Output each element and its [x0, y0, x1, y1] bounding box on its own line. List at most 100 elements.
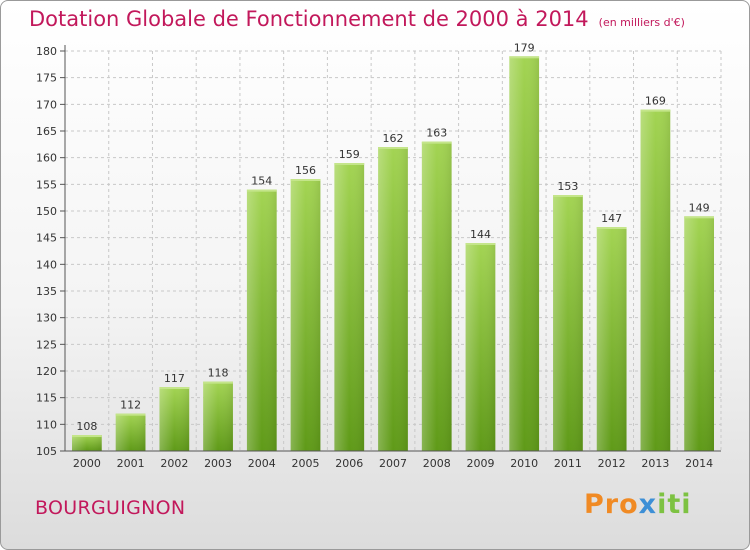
data-label: 154 — [251, 175, 272, 188]
bar-shade — [421, 141, 452, 451]
bar-top-highlight — [509, 56, 540, 59]
bar-2008: 163 — [421, 127, 452, 451]
bar-shade — [115, 413, 146, 451]
bar-2004: 154 — [246, 175, 277, 451]
bar-2006: 159 — [334, 148, 365, 451]
bar-top-highlight — [640, 109, 671, 112]
data-label: 169 — [645, 95, 666, 108]
bar-shade — [246, 189, 277, 451]
data-label: 112 — [120, 399, 141, 412]
y-tick-label: 120 — [36, 365, 57, 378]
proxiti-logo: Proxiti — [584, 489, 692, 520]
logo-part-1: Pro — [584, 489, 639, 520]
bar-top-highlight — [290, 179, 321, 181]
bar-top-highlight — [553, 195, 583, 197]
x-tick-label: 2002 — [160, 457, 188, 470]
chart-title: Dotation Globale de Fonctionnement de 20… — [29, 7, 685, 31]
bar-top-highlight — [465, 243, 496, 245]
data-label: 179 — [514, 41, 535, 54]
y-tick-label: 115 — [36, 392, 57, 405]
y-tick-label: 160 — [36, 152, 57, 165]
y-tick-label: 145 — [36, 232, 57, 245]
bar-top-highlight — [115, 413, 146, 416]
bar-shade — [334, 163, 365, 451]
bar-shade — [203, 381, 233, 451]
x-tick-label: 2005 — [292, 457, 320, 470]
data-label: 162 — [383, 132, 404, 145]
x-tick-label: 2004 — [248, 457, 276, 470]
x-tick-label: 2009 — [466, 457, 494, 470]
data-label: 159 — [339, 148, 360, 161]
y-tick-label: 180 — [36, 45, 57, 58]
bar-top-highlight — [159, 387, 190, 389]
x-tick-label: 2011 — [554, 457, 582, 470]
bar-2002: 117 — [159, 372, 190, 451]
bar-shade — [509, 56, 540, 451]
bar-shade — [553, 195, 583, 451]
bar-top-highlight — [596, 227, 627, 229]
bar-2014: 149 — [684, 201, 715, 451]
y-tick-label: 135 — [36, 285, 57, 298]
x-tick-label: 2010 — [510, 457, 538, 470]
bar-2010: 179 — [509, 41, 540, 451]
y-tick-label: 170 — [36, 98, 57, 111]
bar-top-highlight — [71, 435, 102, 437]
bar-2009: 144 — [465, 228, 496, 451]
bar-shade — [159, 387, 190, 451]
x-tick-label: 2012 — [598, 457, 626, 470]
y-tick-label: 125 — [36, 338, 57, 351]
y-tick-label: 130 — [36, 312, 57, 325]
bar-top-highlight — [421, 141, 452, 144]
bar-shade — [596, 227, 627, 451]
y-tick-label: 140 — [36, 258, 57, 271]
data-label: 149 — [689, 201, 710, 214]
bar-2001: 112 — [115, 399, 146, 451]
axes: 105 110 115 120 125 130 135 140 145 150 155 160 165 1… — [36, 45, 721, 470]
bar-2012: 147 — [596, 212, 627, 451]
x-tick-label: 2006 — [335, 457, 363, 470]
y-tick-label: 150 — [36, 205, 57, 218]
x-tick-label: 2001 — [117, 457, 145, 470]
y-tick-label: 105 — [36, 445, 57, 458]
bar-2003: 118 — [203, 367, 233, 451]
bar-top-highlight — [684, 216, 715, 219]
bar-shade — [71, 435, 102, 451]
bar-2013: 169 — [640, 95, 671, 452]
bar-shade — [465, 243, 496, 451]
x-tick-label: 2014 — [685, 457, 713, 470]
commune-name: BOURGUIGNON — [35, 497, 186, 519]
bar-top-highlight — [378, 147, 408, 149]
bar-shade — [640, 109, 671, 452]
y-tick-label: 110 — [36, 418, 57, 431]
bar-top-highlight — [334, 163, 365, 165]
data-label: 156 — [295, 164, 316, 177]
x-tick-label: 2007 — [379, 457, 407, 470]
logo-part-2: x — [638, 489, 658, 520]
data-label: 163 — [426, 127, 447, 140]
y-tick-label: 165 — [36, 125, 57, 138]
x-tick-label: 2003 — [204, 457, 232, 470]
chart-subtitle: (en milliers d'€) — [598, 16, 685, 29]
data-label: 153 — [557, 180, 578, 193]
bar-2000: 108 — [71, 420, 102, 451]
data-label: 118 — [208, 367, 229, 380]
x-tick-label: 2013 — [641, 457, 669, 470]
x-tick-label: 2008 — [423, 457, 451, 470]
bar-shade — [290, 179, 321, 451]
bar-2005: 156 — [290, 164, 321, 451]
bar-2011: 153 — [553, 180, 583, 451]
data-label: 117 — [164, 372, 185, 385]
data-label: 147 — [601, 212, 622, 225]
logo-part-3: iti — [657, 489, 692, 520]
y-tick-label: 155 — [36, 178, 57, 191]
title-text: Dotation Globale de Fonctionnement de 20… — [29, 7, 589, 31]
bar-2007: 162 — [378, 132, 408, 451]
data-label: 144 — [470, 228, 491, 241]
bar-shade — [684, 216, 715, 451]
bar-shade — [378, 147, 408, 451]
data-label: 108 — [76, 420, 97, 433]
bar-top-highlight — [246, 189, 277, 192]
x-tick-label: 2000 — [73, 457, 101, 470]
